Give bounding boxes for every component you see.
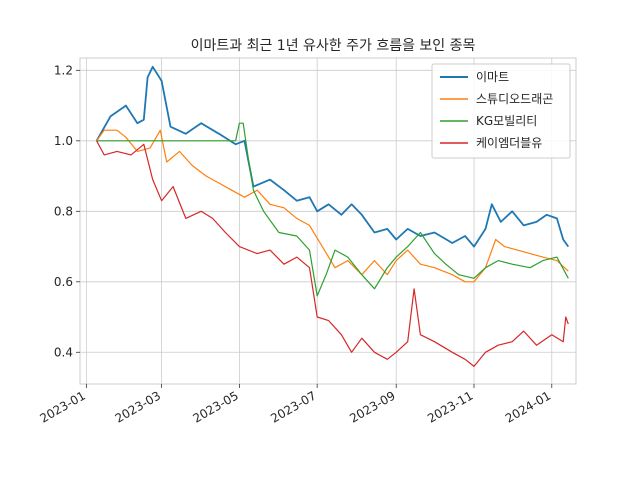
legend-box [431, 63, 571, 159]
series-line-3 [96, 122, 569, 297]
plot-frame [79, 57, 577, 385]
x-tick-label: 2023-01 [37, 388, 87, 425]
x-tick-label: 2023-05 [190, 388, 240, 425]
y-tick-label: 1.2 [54, 63, 73, 77]
x-tick-label: 2023-09 [347, 388, 397, 425]
y-tick-label: 0.6 [54, 275, 73, 289]
legend-label: 스튜디오드래곤 [476, 92, 553, 106]
y-tick-label: 0.4 [54, 345, 73, 359]
x-axis: 2023-01 2023-03 2023-05 2023-07 2023-09 2023-… [37, 384, 553, 426]
y-tick-label: 0.8 [54, 204, 73, 218]
y-axis: 0.4 0.6 0.8 1.0 1.2 [54, 63, 80, 359]
chart-title: 이마트과 최근 1년 유사한 주가 흐름을 보인 종목 [191, 38, 476, 54]
series-line-1 [95, 65, 570, 248]
x-tick-label: 2023-03 [113, 388, 163, 425]
x-tick-label: 2023-11 [425, 388, 475, 425]
legend-label: KG모빌리티 [476, 114, 537, 128]
series-line-2 [96, 129, 569, 283]
series-line-4 [96, 140, 569, 367]
x-tick-label: 2024-01 [503, 388, 553, 425]
legend-label: 케이엠더블유 [476, 136, 542, 150]
series-layer [95, 65, 570, 367]
x-tick-label: 2023-07 [268, 388, 318, 425]
legend-label: 이마트 [476, 70, 509, 84]
y-tick-label: 1.0 [54, 134, 73, 148]
